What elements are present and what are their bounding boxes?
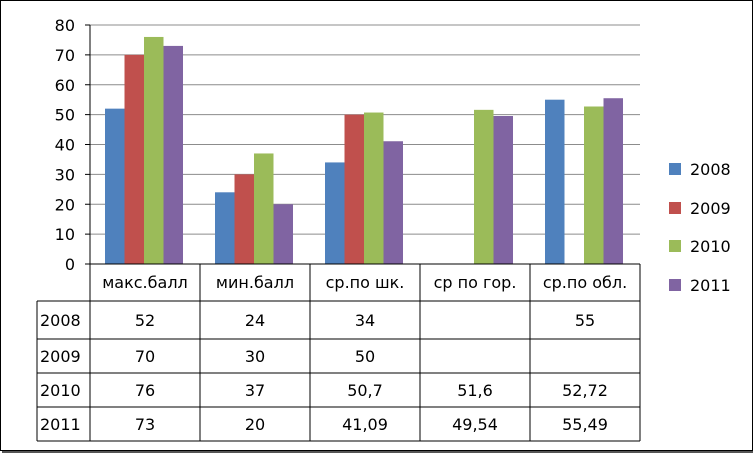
bar-2009-1	[234, 174, 254, 264]
x-tick-label: ср.по шк.	[326, 273, 405, 292]
legend: 2008 2009 2010 2011	[669, 160, 731, 295]
bar-2011-3	[493, 115, 513, 264]
bar-2011-1	[273, 204, 293, 264]
bar-2008-1	[215, 192, 235, 264]
y-tick-label: 20	[55, 195, 75, 214]
x-tick-label: ср по гор.	[434, 273, 517, 292]
bars	[105, 36, 623, 265]
table-cell: 76	[135, 381, 155, 400]
legend-label-2008: 2008	[690, 160, 731, 179]
bar-2008-0	[105, 108, 125, 265]
bar-2009-2	[344, 114, 364, 264]
y-tick-label: 80	[55, 16, 75, 35]
table-row-label: 2011	[40, 415, 81, 434]
table-cell: 30	[245, 347, 265, 366]
table-cell: 49,54	[452, 415, 498, 434]
y-tick-label: 70	[55, 46, 75, 65]
bar-2010-2	[364, 112, 384, 264]
bar-2008-4	[545, 99, 565, 264]
y-tick-label: 30	[55, 165, 75, 184]
table-cell: 52,72	[562, 381, 608, 400]
bar-2011-4	[603, 98, 623, 264]
x-tick-label: мин.балл	[216, 273, 294, 292]
table-cell: 55,49	[562, 415, 608, 434]
legend-label-2009: 2009	[690, 199, 731, 218]
y-tick-label: 50	[55, 106, 75, 125]
x-tick-label: макс.балл	[102, 273, 188, 292]
table-cell: 34	[355, 311, 375, 330]
table-cell: 50	[355, 347, 375, 366]
y-tick-label: 0	[65, 255, 75, 274]
table-cell: 41,09	[342, 415, 388, 434]
bar-2011-0	[163, 45, 183, 264]
table-cell: 20	[245, 415, 265, 434]
x-tick-label: ср.по обл.	[543, 273, 627, 292]
table-cell: 52	[135, 311, 155, 330]
legend-swatch-2009	[669, 202, 681, 214]
y-tick-label: 60	[55, 76, 75, 95]
table-cell: 51,6	[457, 381, 493, 400]
bar-2011-2	[383, 141, 403, 264]
table-cell: 73	[135, 415, 155, 434]
legend-swatch-2010	[669, 240, 681, 252]
bar-2010-1	[254, 153, 274, 264]
legend-label-2010: 2010	[690, 237, 731, 256]
y-tick-label: 40	[55, 136, 75, 155]
table-row-label: 2010	[40, 381, 81, 400]
table-cell: 70	[135, 347, 155, 366]
bar-2009-0	[124, 54, 144, 264]
legend-swatch-2008	[669, 163, 681, 175]
bar-2010-3	[474, 109, 494, 264]
table-row-label: 2008	[40, 311, 81, 330]
table-row-label: 2009	[40, 347, 81, 366]
table-cell: 37	[245, 381, 265, 400]
y-tick-labels: 0 10 20 30 40 50 60 70 80	[55, 16, 75, 274]
table-cell: 24	[245, 311, 265, 330]
legend-swatch-2011	[669, 279, 681, 291]
data-table: макс.балл мин.балл ср.по шк. ср по гор. ср.п…	[36, 263, 641, 442]
table-cell: 55	[575, 311, 595, 330]
bar-2010-0	[144, 36, 164, 265]
bar-2010-4	[584, 106, 604, 265]
legend-label-2011: 2011	[690, 276, 731, 295]
table-cell: 50,7	[347, 381, 383, 400]
y-tick-label: 10	[55, 225, 75, 244]
bar-2008-2	[325, 162, 345, 264]
